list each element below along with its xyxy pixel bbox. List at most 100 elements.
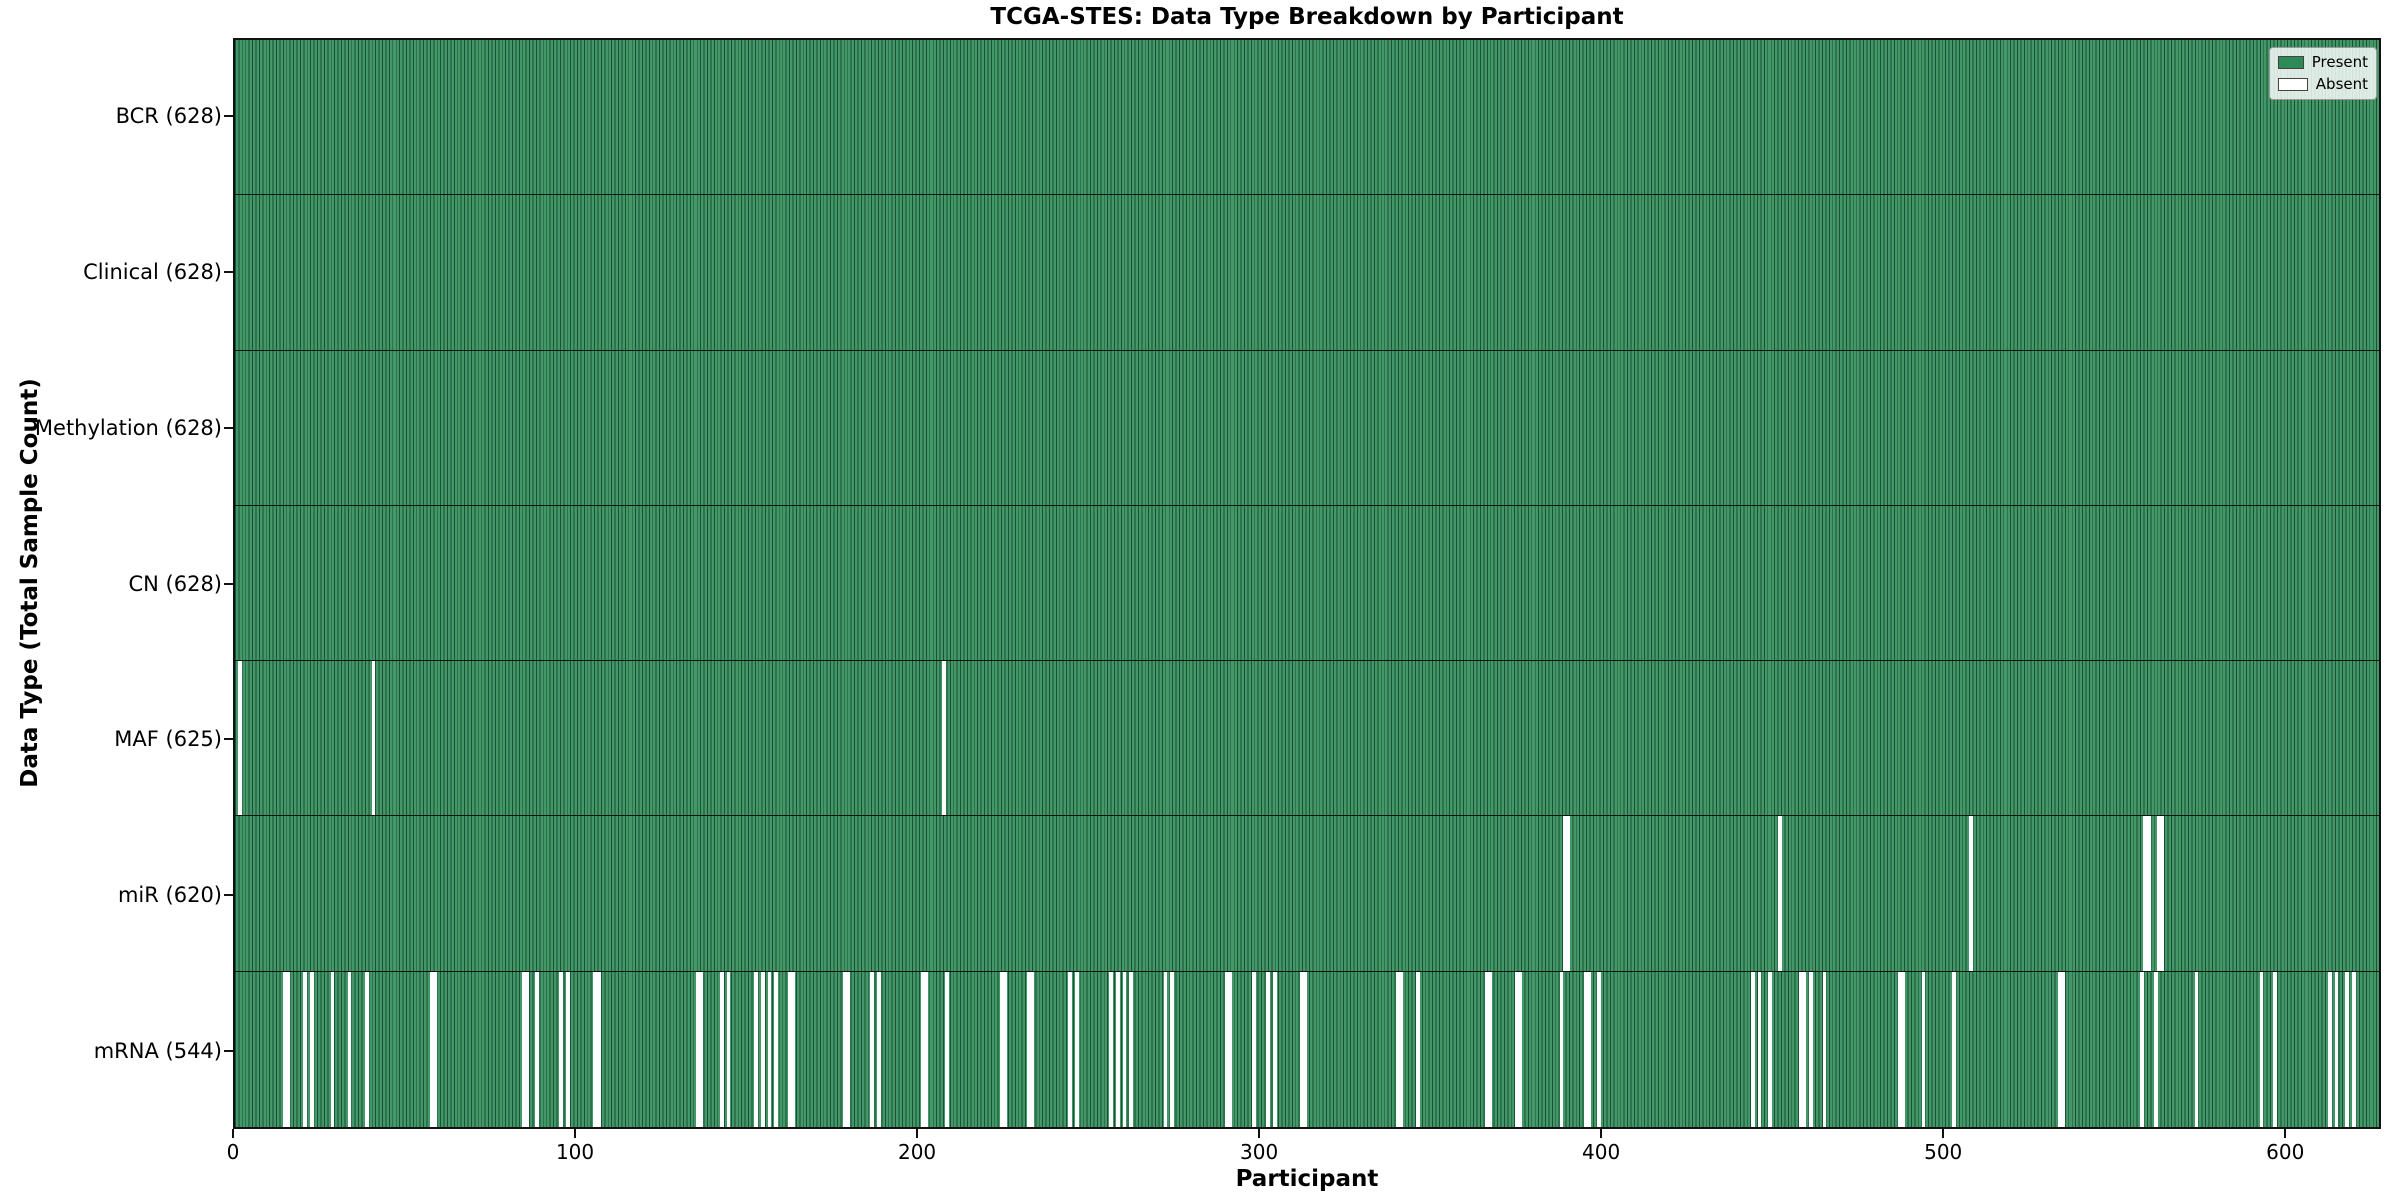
x-tick-label-100: 100 — [555, 1140, 595, 1164]
y-tick-label-Clinical: Clinical (628) — [83, 259, 222, 284]
absent-mark — [791, 971, 796, 1127]
absent-mark — [1170, 971, 1175, 1127]
absent-mark — [842, 971, 847, 1127]
x-axis-title: Participant — [1235, 1166, 1379, 1192]
absent-mark — [767, 971, 772, 1127]
legend-entry-absent: Absent — [2278, 76, 2368, 93]
absent-mark — [1952, 971, 1957, 1127]
chart-title: TCGA-STES: Data Type Breakdown by Partic… — [990, 4, 1624, 30]
x-tick-label-600: 600 — [2266, 1140, 2305, 1164]
absent-mark — [238, 661, 243, 816]
absent-mark — [945, 971, 949, 1127]
absent-mark — [2160, 816, 2165, 971]
absent-mark — [1272, 971, 1277, 1127]
x-tick-label-500: 500 — [1924, 1140, 1963, 1164]
absent-mark — [2140, 971, 2144, 1127]
absent-mark — [1399, 971, 1403, 1127]
absent-mark — [876, 971, 881, 1127]
x-tick-mark — [574, 1129, 577, 1138]
absent-mark — [1597, 971, 1602, 1127]
absent-mark — [596, 971, 601, 1127]
absent-mark — [2327, 971, 2332, 1127]
y-tick-mark — [224, 894, 233, 897]
legend-label-absent: Absent — [2315, 75, 2368, 93]
absent-mark — [726, 971, 731, 1127]
absent-mark — [2153, 971, 2158, 1127]
present-swatch-icon — [2278, 56, 2304, 69]
absent-mark — [1300, 971, 1304, 1127]
absent-mark — [1563, 816, 1567, 971]
row-MAF — [235, 661, 2379, 817]
absent-mark — [1750, 971, 1755, 1127]
absent-mark — [566, 971, 570, 1127]
legend: Present Absent — [2269, 47, 2377, 100]
absent-mark — [1395, 971, 1400, 1127]
absent-mark — [1518, 971, 1523, 1127]
absent-mark — [525, 971, 530, 1127]
absent-mark — [774, 971, 779, 1127]
absent-mark — [2058, 971, 2062, 1127]
row-BCR — [235, 40, 2379, 196]
y-tick-label-mRNA: mRNA (544) — [93, 1039, 222, 1064]
absent-mark — [535, 971, 540, 1127]
y-tick-label-MAF: MAF (625) — [114, 727, 222, 752]
absent-mark — [1566, 816, 1571, 971]
y-tick-mark — [224, 270, 233, 273]
absent-mark — [2146, 816, 2151, 971]
absent-mark — [1901, 971, 1905, 1127]
x-tick-label-400: 400 — [1582, 1140, 1621, 1164]
absent-mark — [1798, 971, 1803, 1127]
absent-mark — [1416, 971, 1421, 1127]
absent-mark — [1030, 971, 1035, 1127]
absent-mark — [695, 971, 700, 1127]
absent-mark — [1163, 971, 1168, 1127]
x-tick-label-200: 200 — [897, 1140, 937, 1164]
absent-mark — [1808, 971, 1813, 1127]
absent-mark — [521, 971, 526, 1127]
y-tick-label-Methylation: Methylation (628) — [34, 415, 222, 440]
x-tick-mark — [916, 1129, 919, 1138]
row-Methylation — [235, 351, 2379, 506]
absent-mark — [2157, 816, 2161, 971]
absent-mark — [1767, 971, 1772, 1127]
row-CN — [235, 506, 2379, 662]
absent-mark — [1003, 971, 1007, 1127]
y-tick-mark — [224, 1050, 233, 1053]
x-tick-mark — [1942, 1129, 1945, 1138]
absent-mark — [1266, 971, 1270, 1127]
absent-mark — [1969, 816, 1974, 971]
absent-mark — [1225, 971, 1229, 1127]
absent-mark — [1921, 971, 1926, 1127]
absent-mark — [1129, 971, 1134, 1127]
absent-mark — [2194, 971, 2199, 1127]
absent-mark — [1122, 971, 1127, 1127]
absent-mark — [330, 971, 335, 1127]
absent-mark — [870, 971, 874, 1127]
absent-mark — [760, 971, 765, 1127]
absent-mark — [941, 661, 946, 816]
absent-mark — [2351, 971, 2356, 1127]
absent-mark — [1108, 971, 1113, 1127]
absent-mark — [310, 971, 314, 1127]
absent-mark — [924, 971, 929, 1127]
absent-mark — [593, 971, 598, 1127]
absent-mark — [303, 971, 308, 1127]
x-tick-mark — [232, 1129, 234, 1138]
absent-mark — [559, 971, 564, 1127]
absent-mark — [1802, 971, 1806, 1127]
absent-mark — [719, 971, 724, 1127]
absent-mark — [1115, 971, 1120, 1127]
absent-mark — [347, 971, 352, 1127]
absent-mark — [999, 971, 1004, 1127]
absent-mark — [2259, 971, 2264, 1127]
absent-mark — [1897, 971, 1902, 1127]
absent-mark — [371, 661, 376, 816]
absent-mark — [364, 971, 369, 1127]
y-tick-label-CN: CN (628) — [128, 571, 222, 596]
absent-mark — [1586, 971, 1591, 1127]
absent-mark — [1228, 971, 1233, 1127]
row-Clinical — [235, 195, 2379, 351]
absent-mark — [1068, 971, 1072, 1127]
absent-mark — [1487, 971, 1492, 1127]
